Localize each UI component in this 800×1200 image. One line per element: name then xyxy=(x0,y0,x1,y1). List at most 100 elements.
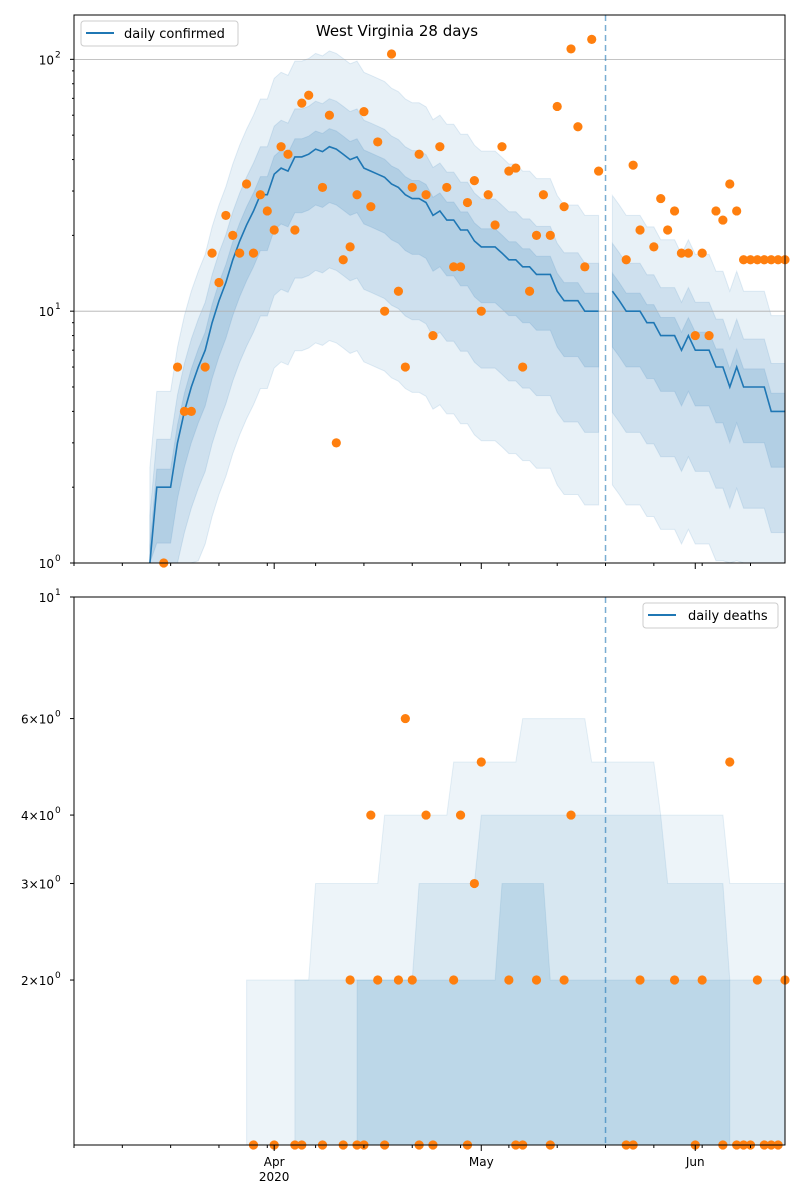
deaths-ytick-exponent: 0 xyxy=(55,971,61,981)
confirmed-point xyxy=(725,179,735,189)
deaths-point xyxy=(725,757,735,767)
confirmed-point xyxy=(663,225,673,235)
confirmed-point xyxy=(435,142,445,152)
confirmed-point xyxy=(656,193,666,204)
confirmed-point xyxy=(462,197,473,208)
deaths-point xyxy=(752,975,762,985)
confirmed-point xyxy=(594,166,604,176)
deaths-ytick-label: 6×10 xyxy=(21,713,54,727)
deaths-point xyxy=(455,810,466,820)
confirmed-point xyxy=(421,190,431,200)
deaths-point xyxy=(421,810,431,820)
deaths-ytick-label: 2×10 xyxy=(21,974,54,988)
confirmed-point xyxy=(511,163,521,173)
deaths-point xyxy=(400,713,410,724)
confirmed-point xyxy=(345,242,355,252)
confirmed-point xyxy=(186,406,196,416)
deaths-point xyxy=(559,975,569,985)
deaths-point xyxy=(366,810,376,820)
deaths-ytick-label: 4×10 xyxy=(21,809,54,823)
confirmed-point xyxy=(580,262,590,272)
confirmed-point xyxy=(483,190,493,200)
confirmed-point xyxy=(497,142,507,152)
confirmed-ytick-label: 10 xyxy=(39,305,54,319)
confirmed-point xyxy=(559,202,569,212)
confirmed-point xyxy=(773,255,783,265)
deaths-point xyxy=(393,975,404,985)
confirmed-point xyxy=(504,166,514,176)
deaths-point xyxy=(345,975,355,985)
confirmed-point xyxy=(241,179,252,189)
deaths-xtick-label: Jun xyxy=(685,1155,705,1169)
confirmed-point xyxy=(732,206,742,216)
deaths-point xyxy=(566,810,576,820)
confirmed-point xyxy=(455,262,466,272)
deaths-ytick-label: 3×10 xyxy=(21,878,54,892)
confirmed-legend-box xyxy=(80,20,239,47)
confirmed-point xyxy=(380,306,390,316)
confirmed-median-line xyxy=(149,145,785,564)
deaths-ytick-label: 10 xyxy=(39,591,54,605)
deaths-ytick-exponent: 0 xyxy=(55,875,61,885)
confirmed-legend-label: daily confirmed xyxy=(124,27,225,42)
confirmed-point xyxy=(545,230,555,240)
deaths-ytick-exponent: 1 xyxy=(55,588,61,598)
deaths-point xyxy=(373,975,383,985)
confirmed-point xyxy=(518,362,528,372)
chart-title: West Virginia 28 days xyxy=(316,22,478,40)
confirmed-ytick-exponent: 2 xyxy=(55,50,61,60)
confirmed-point xyxy=(283,149,293,159)
confirmed-point xyxy=(428,330,438,341)
confirmed-point xyxy=(262,206,272,216)
confirmed-point xyxy=(276,142,286,152)
deaths-legend: daily deaths xyxy=(642,602,779,629)
deaths-point xyxy=(469,878,479,889)
confirmed-point xyxy=(683,248,693,258)
confirmed-quantile-bands xyxy=(149,50,786,564)
confirmed-observed-points xyxy=(159,34,790,568)
confirmed-median-forecast xyxy=(611,290,785,413)
confirmed-point xyxy=(573,122,583,132)
confirmed-point xyxy=(621,255,631,265)
confirmed-plot-frame xyxy=(73,14,786,564)
confirmed-point xyxy=(304,90,314,100)
confirmed-point xyxy=(635,225,645,235)
deaths-quantile-bands xyxy=(246,718,786,1146)
confirmed-point xyxy=(214,277,224,288)
confirmed-point xyxy=(407,182,417,193)
confirmed-point xyxy=(524,286,535,296)
confirmed-point xyxy=(200,362,210,372)
confirmed-legend: daily confirmed xyxy=(80,20,239,47)
confirmed-point xyxy=(297,98,307,108)
confirmed-point xyxy=(552,101,562,112)
deaths-point xyxy=(476,757,486,767)
confirmed-point xyxy=(704,330,714,341)
confirmed-point xyxy=(338,255,348,265)
confirmed-point xyxy=(718,215,728,225)
deaths-legend-label: daily deaths xyxy=(688,609,768,624)
confirmed-point xyxy=(566,44,576,54)
confirmed-point xyxy=(414,149,424,159)
confirmed-band-fit-1 xyxy=(149,50,600,564)
deaths-point xyxy=(669,975,680,985)
confirmed-point xyxy=(745,255,756,265)
confirmed-point xyxy=(386,49,397,59)
deaths-point xyxy=(449,975,459,985)
confirmed-point xyxy=(711,206,721,216)
confirmed-median-fit xyxy=(149,145,599,564)
confirmed-point xyxy=(697,248,707,258)
confirmed-point xyxy=(248,248,259,258)
confirmed-point xyxy=(759,255,769,265)
confirmed-ytick-label: 10 xyxy=(39,53,54,67)
deaths-ytick-exponent: 0 xyxy=(55,806,61,816)
confirmed-point xyxy=(235,248,245,258)
confirmed-point xyxy=(531,230,542,240)
confirmed-point xyxy=(490,220,500,230)
confirmed-ytick-exponent: 0 xyxy=(55,554,61,564)
deaths-xtick-label: May xyxy=(469,1155,494,1169)
confirmed-point xyxy=(331,438,341,448)
confirmed-point xyxy=(228,230,238,240)
